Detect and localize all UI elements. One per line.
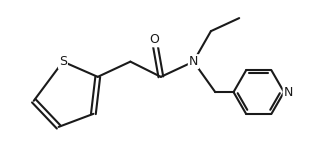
Text: O: O [149, 33, 159, 46]
Text: N: N [284, 86, 293, 99]
Text: N: N [189, 55, 198, 68]
Text: S: S [59, 55, 67, 68]
